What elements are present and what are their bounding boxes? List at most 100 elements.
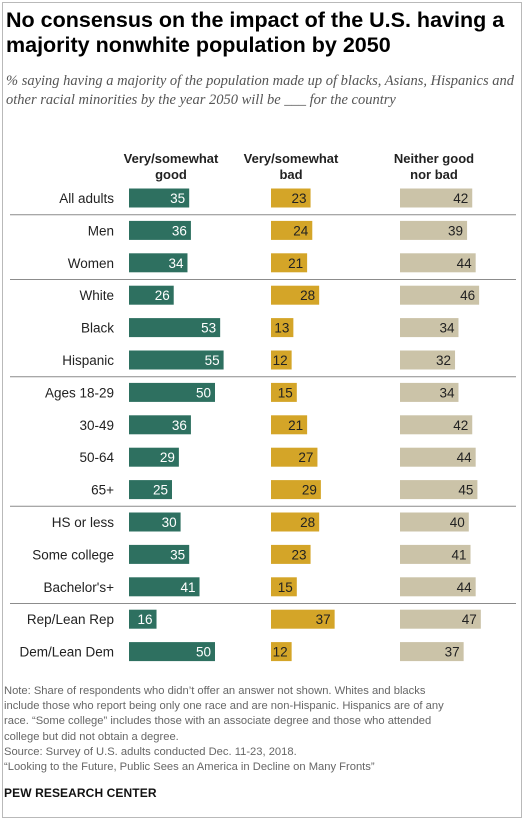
category-label: White (79, 288, 114, 303)
notes: Note: Share of respondents who didn’t of… (4, 684, 514, 775)
bar-good (129, 447, 179, 467)
bar-neither (400, 188, 473, 208)
bar-bad (271, 382, 297, 402)
bar-neither (400, 382, 459, 402)
bar-neither (400, 642, 464, 662)
value-label-neither: 45 (458, 483, 473, 498)
bar-good (129, 382, 215, 402)
bar-good (129, 544, 190, 564)
header-bad-line1: Very/somewhat (243, 151, 339, 166)
value-label-neither: 37 (445, 645, 460, 660)
value-label-bad: 12 (273, 645, 288, 660)
value-label-bad: 29 (302, 483, 317, 498)
value-label-neither: 41 (451, 547, 466, 562)
chart-subtitle: % saying having a majority of the popula… (6, 73, 515, 108)
header-good-line2: good (155, 167, 187, 182)
value-label-good: 34 (168, 256, 184, 271)
report-title-line: “Looking to the Future, Public Sees an A… (4, 761, 375, 774)
header-neither-line2: nor bad (410, 167, 458, 182)
category-label: Hispanic (62, 353, 114, 368)
bar-good (129, 350, 224, 370)
category-label: 65+ (91, 483, 114, 498)
category-label: Rep/Lean Rep (27, 612, 114, 627)
bar-neither (400, 512, 469, 532)
category-label: Black (81, 321, 114, 336)
value-label-good: 35 (170, 547, 185, 562)
value-label-good: 50 (196, 645, 211, 660)
note-line: Note: Share of respondents who didn’t of… (4, 685, 426, 697)
bar-good (129, 642, 215, 662)
header-good: Very/somewhat good (96, 151, 246, 183)
bar-bad (271, 447, 318, 467)
value-label-good: 35 (170, 191, 185, 206)
value-label-good: 16 (137, 612, 152, 627)
value-label-bad: 23 (292, 547, 307, 562)
bar-bad (271, 318, 294, 338)
value-label-bad: 24 (293, 223, 309, 238)
bar-neither (400, 447, 476, 467)
value-label-neither: 42 (453, 191, 468, 206)
bar-good (129, 220, 191, 240)
bar-bad (271, 285, 320, 305)
bar-neither (400, 253, 476, 273)
bar-good (129, 318, 221, 338)
value-label-neither: 47 (462, 612, 477, 627)
note-line: college but did not obtain a degree. (4, 730, 179, 743)
value-label-neither: 34 (439, 385, 455, 400)
value-label-good: 26 (155, 288, 170, 303)
value-label-bad: 15 (278, 385, 293, 400)
header-bad-line2: bad (279, 167, 303, 182)
bar-good (129, 512, 181, 532)
bar-bad (271, 220, 313, 240)
category-label: 50-64 (79, 450, 114, 465)
header-neither-line1: Neither good (393, 151, 475, 166)
value-label-neither: 44 (457, 256, 473, 271)
bar-neither (400, 220, 468, 240)
bar-neither (400, 415, 473, 435)
bar-good (129, 415, 191, 435)
value-label-good: 55 (205, 353, 220, 368)
value-label-bad: 13 (274, 321, 289, 336)
bar-neither (400, 350, 456, 370)
bar-good (129, 253, 188, 273)
bar-neither (400, 577, 476, 597)
value-label-bad: 15 (278, 580, 293, 595)
note-line: include those who report being only one … (4, 700, 444, 713)
bar-neither (400, 318, 459, 338)
category-label: Bachelor's+ (44, 580, 115, 595)
value-label-bad: 23 (292, 191, 307, 206)
value-label-good: 50 (196, 385, 211, 400)
value-label-good: 36 (172, 223, 187, 238)
value-label-good: 53 (201, 321, 216, 336)
category-label: Dem/Lean Dem (19, 645, 114, 660)
bar-bad (271, 609, 335, 629)
bar-bad (271, 253, 308, 273)
bar-good (129, 188, 190, 208)
value-label-good: 41 (180, 580, 195, 595)
bar-neither (400, 285, 480, 305)
category-label: HS or less (52, 515, 115, 530)
bar-good (129, 285, 174, 305)
bar-neither (400, 480, 478, 500)
bar-bad (271, 642, 292, 662)
value-label-good: 29 (160, 450, 175, 465)
bar-neither (400, 609, 481, 629)
value-label-good: 30 (162, 515, 177, 530)
header-neither: Neither good nor bad (374, 151, 494, 183)
value-label-neither: 40 (450, 515, 465, 530)
value-label-good: 36 (172, 418, 187, 433)
value-label-neither: 44 (457, 580, 473, 595)
header-bad: Very/somewhat bad (226, 151, 356, 183)
value-label-bad: 21 (288, 418, 303, 433)
value-label-neither: 44 (457, 450, 473, 465)
value-label-neither: 39 (448, 223, 463, 238)
value-label-bad: 37 (316, 612, 331, 627)
category-label: Women (68, 256, 114, 271)
category-label: Some college (32, 547, 114, 562)
note-line: race. “Some college” includes those with… (4, 715, 432, 728)
pew-research-center-logo: PEW RESEARCH CENTER (4, 786, 157, 800)
bar-neither (400, 544, 471, 564)
value-label-bad: 21 (288, 256, 303, 271)
value-label-neither: 46 (460, 288, 475, 303)
